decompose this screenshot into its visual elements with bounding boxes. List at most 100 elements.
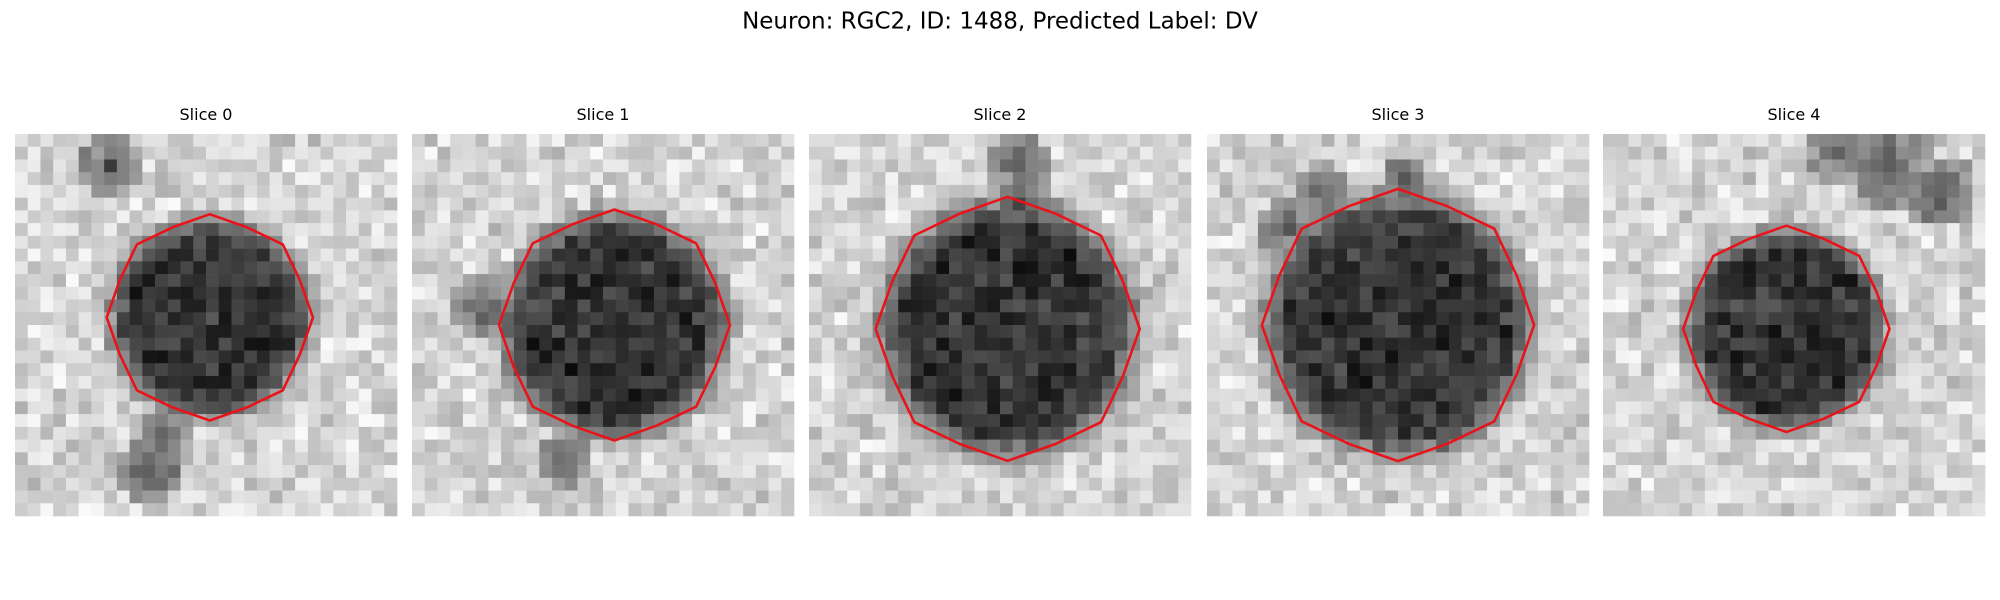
pixel: [590, 375, 604, 389]
pixel: [1025, 503, 1039, 517]
pixel: [1768, 439, 1782, 453]
pixel: [1603, 388, 1617, 402]
pixel: [526, 490, 540, 504]
pixel: [1755, 503, 1769, 517]
pixel: [743, 172, 757, 186]
pixel: [1857, 477, 1871, 491]
pixel: [1641, 146, 1655, 160]
pixel: [1615, 388, 1629, 402]
pixel: [424, 503, 438, 517]
pixel: [936, 261, 950, 275]
pixel: [1270, 172, 1284, 186]
pixel: [1372, 350, 1386, 364]
pixel: [384, 197, 398, 211]
pixel: [256, 401, 270, 415]
pixel: [1921, 414, 1935, 428]
pixel: [987, 210, 1001, 224]
pixel: [1257, 274, 1271, 288]
pixel: [859, 184, 873, 198]
pixel: [1063, 235, 1077, 249]
pixel: [1946, 350, 1960, 364]
pixel: [1653, 223, 1667, 237]
pixel: [910, 146, 924, 160]
pixel: [628, 299, 642, 313]
pixel: [1679, 261, 1693, 275]
pixel: [923, 146, 937, 160]
pixel: [1025, 490, 1039, 504]
pixel: [692, 452, 706, 466]
pixel: [1025, 388, 1039, 402]
pixel: [1832, 426, 1846, 440]
pixel: [1038, 426, 1052, 440]
pixel: [564, 274, 578, 288]
pixel: [1525, 350, 1539, 364]
pixel: [1487, 375, 1501, 389]
pixel: [1603, 337, 1617, 351]
pixel: [307, 159, 321, 173]
pixel: [949, 146, 963, 160]
pixel: [333, 235, 347, 249]
pixel: [40, 274, 54, 288]
pixel: [269, 261, 283, 275]
pixel: [1730, 414, 1744, 428]
pixel: [1232, 465, 1246, 479]
pixel: [1666, 325, 1680, 339]
pixel: [821, 146, 835, 160]
pixel: [1908, 299, 1922, 313]
pixel: [1692, 325, 1706, 339]
pixel: [1347, 312, 1361, 326]
pixel: [412, 401, 426, 415]
pixel: [450, 146, 464, 160]
pixel: [564, 503, 578, 517]
pixel: [1308, 490, 1322, 504]
pixel: [1946, 286, 1960, 300]
pixel: [1806, 146, 1820, 160]
pixel: [1487, 350, 1501, 364]
pixel: [450, 274, 464, 288]
pixel: [1025, 223, 1039, 237]
pixel: [206, 477, 220, 491]
pixel: [1140, 465, 1154, 479]
pixel: [974, 286, 988, 300]
pixel: [1334, 401, 1348, 415]
pixel: [885, 414, 899, 428]
pixel: [821, 159, 835, 173]
panel-title: Slice 0: [180, 105, 233, 124]
pixel: [437, 299, 451, 313]
pixel: [768, 465, 782, 479]
pixel: [974, 312, 988, 326]
pixel: [1219, 172, 1233, 186]
pixel: [1512, 490, 1526, 504]
pixel: [1603, 248, 1617, 262]
pixel: [1972, 490, 1986, 504]
pixel: [949, 286, 963, 300]
pixel: [1666, 197, 1680, 211]
pixel: [27, 465, 41, 479]
pixel: [1781, 172, 1795, 186]
pixel: [1207, 299, 1221, 313]
pixel: [885, 146, 899, 160]
pixel: [1232, 235, 1246, 249]
pixel: [256, 261, 270, 275]
pixel: [142, 337, 156, 351]
pixel: [1768, 286, 1782, 300]
pixel: [974, 452, 988, 466]
pixel: [552, 503, 566, 517]
pixel: [1165, 134, 1179, 148]
pixel: [424, 388, 438, 402]
pixel: [1538, 210, 1552, 224]
pixel: [1321, 299, 1335, 313]
pixel: [1525, 426, 1539, 440]
pixel: [384, 439, 398, 453]
pixel: [1178, 184, 1192, 198]
pixel: [809, 248, 823, 262]
pixel: [1628, 477, 1642, 491]
pixel: [488, 299, 502, 313]
pixel: [1563, 146, 1577, 160]
pixel: [78, 337, 92, 351]
pixel: [1844, 414, 1858, 428]
pixel: [488, 235, 502, 249]
pixel: [1768, 159, 1782, 173]
pixel: [730, 388, 744, 402]
pixel: [1794, 184, 1808, 198]
